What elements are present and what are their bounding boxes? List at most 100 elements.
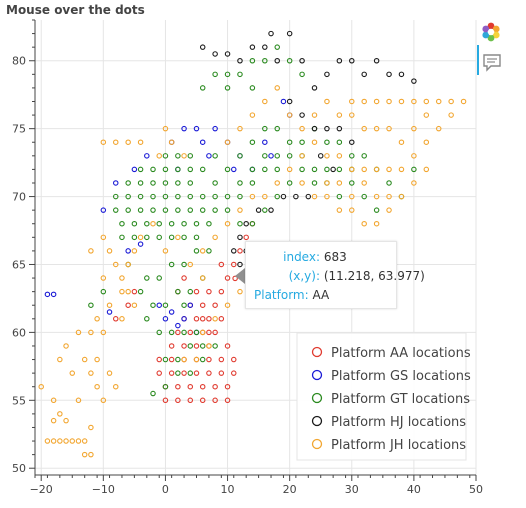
scatter-point[interactable]	[119, 288, 125, 295]
scatter-point[interactable]	[206, 248, 212, 254]
scatter-point[interactable]	[324, 98, 330, 105]
scatter-point[interactable]	[156, 370, 162, 376]
scatter-point[interactable]	[274, 166, 280, 173]
scatter-point[interactable]	[88, 424, 94, 431]
scatter-point[interactable]	[280, 98, 287, 105]
scatter-point[interactable]	[187, 207, 194, 213]
scatter-point[interactable]	[193, 356, 200, 363]
scatter-point[interactable]	[119, 275, 125, 281]
scatter-point[interactable]	[212, 383, 218, 390]
scatter-point[interactable]	[249, 193, 256, 200]
scatter-point[interactable]	[212, 125, 218, 132]
scatter-point[interactable]	[268, 207, 274, 213]
scatter-point[interactable]	[181, 234, 187, 241]
scatter-point[interactable]	[81, 451, 88, 458]
scatter-point[interactable]	[212, 207, 218, 213]
scatter-point[interactable]	[231, 166, 237, 173]
scatter-point[interactable]	[193, 288, 200, 295]
scatter-point[interactable]	[373, 193, 380, 200]
scatter-point[interactable]	[349, 98, 355, 105]
scatter-point[interactable]	[237, 220, 243, 227]
scatter-point[interactable]	[181, 125, 187, 132]
scatter-point[interactable]	[81, 356, 88, 363]
scatter-point[interactable]	[100, 139, 107, 145]
scatter-point[interactable]	[262, 166, 268, 173]
scatter-point[interactable]	[88, 329, 94, 336]
scatter-point[interactable]	[268, 30, 274, 37]
scatter-point[interactable]	[262, 57, 268, 64]
scatter-point[interactable]	[112, 207, 119, 213]
scatter-point[interactable]	[168, 343, 175, 349]
scatter-point[interactable]	[137, 207, 144, 213]
scatter-point[interactable]	[106, 248, 113, 254]
scatter-point[interactable]	[125, 302, 131, 308]
scatter-point[interactable]	[386, 207, 392, 213]
scatter-point[interactable]	[175, 207, 181, 213]
scatter-point[interactable]	[373, 207, 380, 213]
scatter-point[interactable]	[386, 71, 392, 78]
scatter-point[interactable]	[50, 438, 57, 444]
scatter-point[interactable]	[187, 193, 194, 200]
scatter-point[interactable]	[199, 85, 206, 91]
scatter-point[interactable]	[274, 85, 280, 91]
scatter-point[interactable]	[199, 207, 206, 213]
scatter-point[interactable]	[181, 370, 187, 376]
scatter-point[interactable]	[237, 180, 243, 186]
scatter-point[interactable]	[218, 370, 225, 376]
scatter-point[interactable]	[112, 180, 119, 186]
scatter-point[interactable]	[299, 125, 305, 132]
scatter-point[interactable]	[411, 180, 417, 186]
scatter-point[interactable]	[262, 193, 268, 200]
scatter-point[interactable]	[268, 153, 274, 159]
scatter-point[interactable]	[168, 220, 175, 227]
scatter-point[interactable]	[125, 193, 131, 200]
scatter-point[interactable]	[125, 139, 131, 145]
scatter-point[interactable]	[237, 125, 243, 132]
scatter-point[interactable]	[324, 166, 330, 173]
scatter-point[interactable]	[175, 322, 181, 329]
scatter-point[interactable]	[69, 438, 76, 444]
scatter-point[interactable]	[156, 275, 162, 281]
scatter-point[interactable]	[175, 153, 181, 159]
scatter-point[interactable]	[311, 139, 318, 145]
scatter-point[interactable]	[150, 180, 156, 186]
scatter-point[interactable]	[181, 220, 187, 227]
scatter-point[interactable]	[224, 139, 231, 145]
scatter-point[interactable]	[75, 329, 82, 336]
scatter-point[interactable]	[218, 316, 225, 322]
scatter-point[interactable]	[199, 275, 206, 281]
scatter-point[interactable]	[262, 98, 268, 105]
scatter-point[interactable]	[50, 397, 57, 404]
scatter-point[interactable]	[137, 234, 144, 241]
scatter-point[interactable]	[162, 180, 169, 186]
scatter-point[interactable]	[224, 51, 231, 57]
scatter-point[interactable]	[199, 302, 206, 308]
scatter-point[interactable]	[286, 112, 293, 118]
scatter-point[interactable]	[231, 261, 237, 268]
scatter-point[interactable]	[162, 153, 169, 159]
scatter-point[interactable]	[156, 220, 162, 227]
scatter-point[interactable]	[63, 343, 69, 349]
scatter-point[interactable]	[187, 397, 194, 404]
scatter-point[interactable]	[336, 166, 343, 173]
scatter-point[interactable]	[162, 193, 169, 200]
scatter-point[interactable]	[237, 193, 243, 200]
scatter-point[interactable]	[224, 220, 231, 227]
scatter-point[interactable]	[100, 329, 107, 336]
scatter-point[interactable]	[63, 438, 69, 444]
scatter-point[interactable]	[237, 71, 243, 78]
scatter-point[interactable]	[206, 288, 212, 295]
scatter-point[interactable]	[131, 288, 138, 295]
scatter-point[interactable]	[237, 207, 243, 213]
scatter-point[interactable]	[88, 451, 94, 458]
scatter-point[interactable]	[162, 397, 169, 404]
scatter-point[interactable]	[249, 57, 256, 64]
scatter-point[interactable]	[50, 417, 57, 424]
scatter-point[interactable]	[131, 234, 138, 241]
scatter-point[interactable]	[199, 193, 206, 200]
scatter-point[interactable]	[100, 234, 107, 241]
scatter-point[interactable]	[386, 125, 392, 132]
scatter-point[interactable]	[299, 112, 305, 118]
scatter-point[interactable]	[317, 153, 324, 159]
scatter-point[interactable]	[249, 112, 256, 118]
